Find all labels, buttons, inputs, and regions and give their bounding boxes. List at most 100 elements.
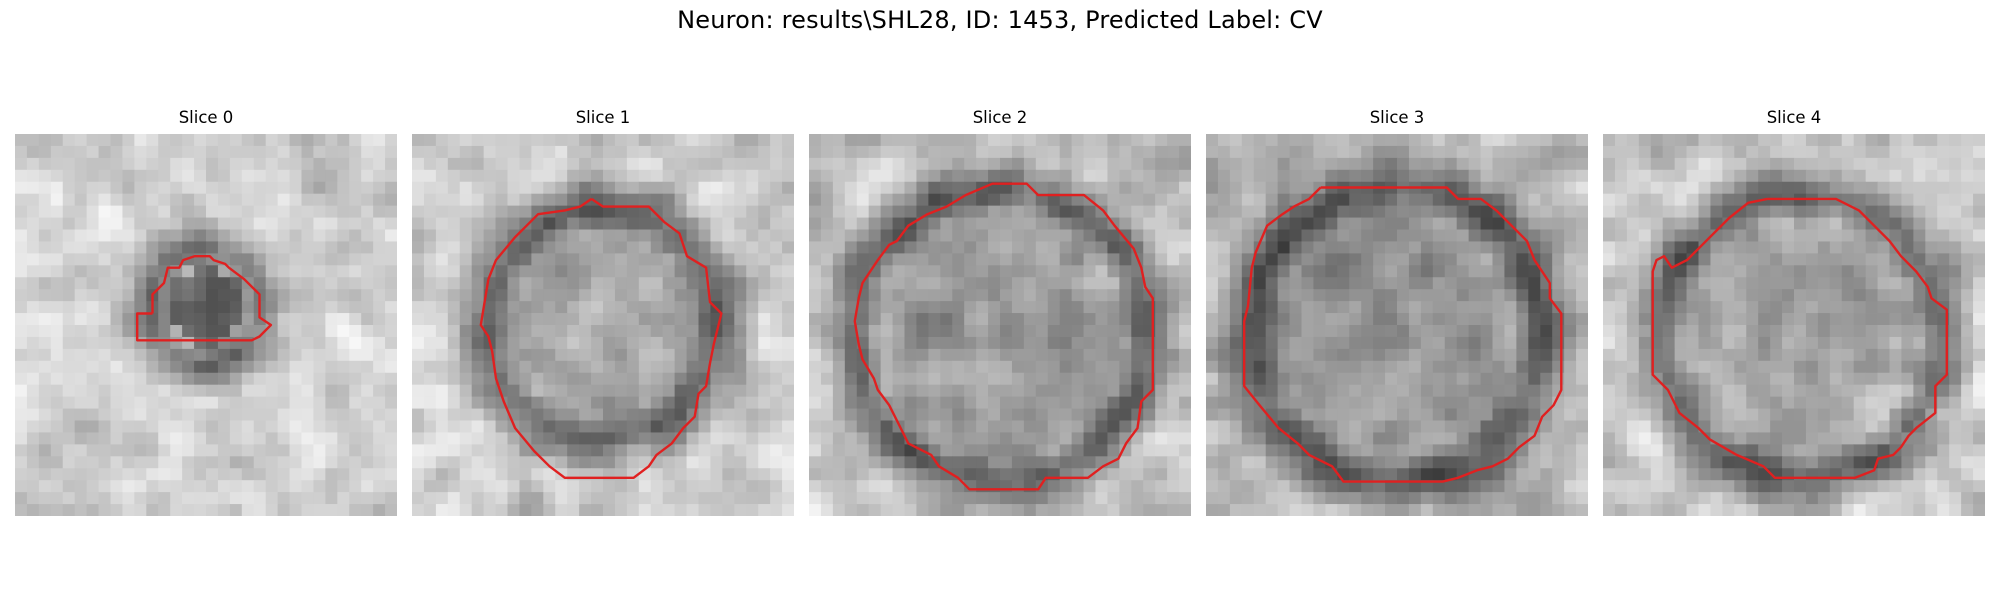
pixel (1023, 384, 1037, 398)
pixel (543, 277, 556, 290)
pixel (1516, 241, 1529, 254)
pixel (1301, 229, 1314, 242)
pixel (1829, 277, 1843, 290)
pixel (770, 372, 783, 386)
pixel (1913, 313, 1926, 326)
pixel (495, 181, 508, 195)
pixel (710, 504, 723, 516)
pixel (241, 408, 255, 421)
pixel (916, 384, 929, 398)
pixel (614, 420, 628, 433)
pixel (1155, 384, 1168, 398)
pixel (844, 289, 858, 302)
pixel (349, 229, 362, 242)
pixel (313, 360, 326, 374)
pixel (1179, 289, 1191, 302)
pixel (1206, 396, 1219, 409)
pixel (591, 444, 604, 457)
pixel (373, 313, 386, 326)
pixel (614, 408, 628, 421)
pixel (1265, 396, 1279, 409)
pixel (86, 265, 99, 278)
pixel (555, 325, 568, 338)
pixel (1456, 444, 1470, 457)
pixel (253, 145, 267, 159)
pixel (1397, 313, 1410, 326)
pixel (98, 181, 111, 195)
pixel (1722, 432, 1735, 445)
pixel (86, 145, 99, 159)
pixel (373, 277, 386, 290)
pixel (1734, 277, 1747, 290)
pixel (1289, 289, 1302, 302)
pixel (385, 289, 397, 302)
pixel (1277, 492, 1290, 505)
pixel (325, 396, 338, 409)
pixel (122, 169, 135, 183)
pixel (832, 504, 846, 516)
pixel (1456, 253, 1470, 266)
pixel (1817, 289, 1831, 302)
slice-title: Slice 4 (1766, 108, 1822, 127)
pixel (253, 336, 267, 350)
pixel (1432, 492, 1446, 505)
pixel (591, 134, 604, 147)
pixel (1626, 313, 1640, 326)
pixel (1071, 432, 1084, 445)
pixel (1119, 348, 1132, 362)
pixel (758, 277, 771, 290)
pixel (1325, 348, 1338, 362)
pixel (1253, 372, 1267, 386)
pixel (134, 193, 147, 207)
pixel (471, 277, 485, 290)
pixel (313, 229, 326, 242)
pixel (1313, 336, 1326, 350)
pixel (1155, 396, 1168, 409)
pixel (1361, 444, 1374, 457)
pixel (1614, 205, 1628, 218)
pixel (1217, 229, 1231, 242)
pixel (674, 408, 687, 421)
pixel (988, 313, 1001, 326)
pixel (1265, 289, 1279, 302)
pixel (277, 205, 290, 218)
microscopy-patch-svg (1206, 134, 1588, 516)
pixel (217, 384, 231, 398)
pixel (325, 134, 338, 147)
pixel (1829, 241, 1843, 254)
pixel (746, 432, 759, 445)
pixel (1432, 325, 1446, 338)
pixel (1432, 504, 1446, 516)
pixel (1576, 265, 1588, 278)
pixel (531, 336, 544, 350)
pixel (349, 408, 362, 421)
pixel (820, 157, 834, 171)
pixel (1853, 134, 1867, 147)
pixel (1674, 169, 1687, 183)
pixel (1853, 396, 1867, 409)
pixel (1504, 325, 1517, 338)
pixel (1432, 408, 1446, 421)
pixel (1397, 157, 1410, 171)
pixel (1000, 145, 1013, 159)
pixel (698, 313, 711, 326)
pixel (1746, 360, 1759, 374)
pixel (1206, 336, 1219, 350)
pixel (1468, 289, 1481, 302)
pixel (1552, 492, 1565, 505)
pixel (1229, 420, 1243, 433)
pixel (809, 241, 822, 254)
pixel (1047, 277, 1061, 290)
pixel (1325, 134, 1338, 147)
pixel (194, 134, 207, 147)
pixel (289, 492, 302, 505)
pixel (1373, 492, 1386, 505)
pixel (301, 396, 314, 409)
pixel (26, 217, 40, 230)
pixel (1901, 325, 1914, 338)
pixel (782, 420, 794, 433)
pixel (543, 289, 556, 302)
pixel (710, 229, 723, 242)
pixel (940, 217, 953, 230)
pixel (423, 145, 437, 159)
